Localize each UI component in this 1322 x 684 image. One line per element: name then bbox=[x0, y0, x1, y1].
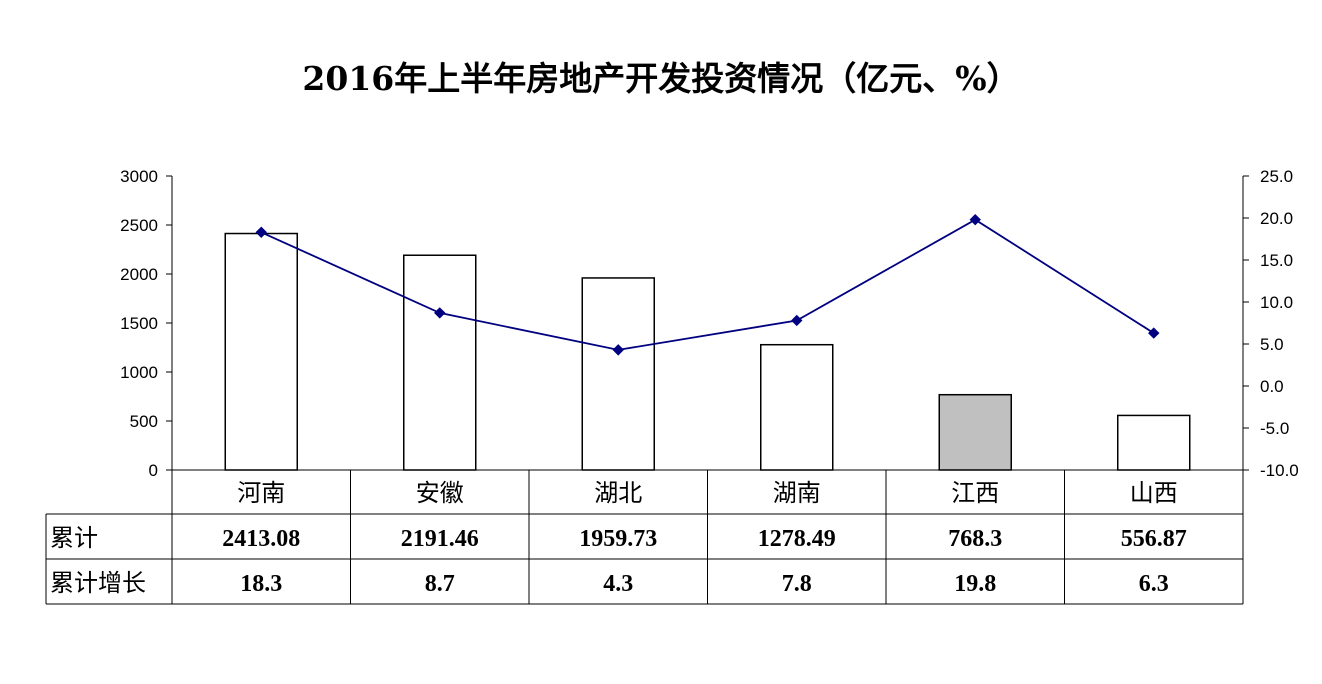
table-cell: 2413.08 bbox=[222, 526, 300, 552]
bar bbox=[1117, 414, 1191, 471]
right-tick-label: 0.0 bbox=[1260, 377, 1284, 396]
right-tick-label: -5.0 bbox=[1260, 419, 1289, 438]
table-cell: 1278.49 bbox=[758, 526, 836, 552]
left-tick-label: 0 bbox=[149, 461, 158, 480]
line-point bbox=[1148, 327, 1160, 339]
left-axis: 0 500 1000 1500 2000 2500 3000 bbox=[120, 167, 173, 480]
right-axis: -10.0 -5.0 0.0 5.0 10.0 15.0 20.0 25.0 bbox=[1242, 167, 1299, 480]
left-tick-label: 1000 bbox=[120, 363, 158, 382]
line-point bbox=[255, 226, 267, 238]
table-cell: 2191.46 bbox=[401, 526, 479, 552]
right-tick-label: 5.0 bbox=[1260, 335, 1284, 354]
table-cell: 19.8 bbox=[954, 571, 996, 597]
table-row-header: 累计增长 bbox=[50, 569, 146, 597]
line-series bbox=[255, 213, 1160, 356]
bar bbox=[760, 343, 834, 471]
right-tick-label: 20.0 bbox=[1260, 209, 1293, 228]
growth-line bbox=[260, 218, 1155, 351]
line-point bbox=[434, 307, 446, 319]
bar bbox=[581, 277, 655, 471]
bar bbox=[224, 232, 298, 471]
table-cell: 768.3 bbox=[948, 526, 1002, 552]
category-label: 湖南 bbox=[773, 479, 821, 507]
left-tick-label: 3000 bbox=[120, 167, 158, 186]
table-cell: 7.8 bbox=[782, 571, 812, 597]
right-tick-label: 25.0 bbox=[1260, 167, 1293, 186]
category-label: 安徽 bbox=[416, 479, 464, 507]
right-tick-label: 10.0 bbox=[1260, 293, 1293, 312]
right-tick-label: -10.0 bbox=[1260, 461, 1299, 480]
table-cell: 556.87 bbox=[1121, 526, 1187, 552]
table-cell: 8.7 bbox=[425, 571, 455, 597]
line-point bbox=[791, 314, 803, 327]
line-point bbox=[969, 213, 981, 226]
chart-title: 2016年上半年房地产开发投资情况（亿元、%） bbox=[302, 59, 1020, 98]
left-tick-label: 2500 bbox=[120, 216, 158, 235]
category-label: 江西 bbox=[951, 479, 999, 507]
category-label: 河南 bbox=[237, 479, 285, 507]
line-point bbox=[612, 344, 624, 356]
bar bbox=[938, 393, 1012, 471]
table-cell: 1959.73 bbox=[579, 526, 657, 552]
bar bbox=[403, 254, 477, 471]
table-cell: 6.3 bbox=[1139, 571, 1169, 597]
left-tick-label: 2000 bbox=[120, 265, 158, 284]
category-label: 湖北 bbox=[594, 479, 642, 507]
table-cell: 18.3 bbox=[240, 571, 282, 597]
right-tick-label: 15.0 bbox=[1260, 251, 1293, 270]
left-tick-label: 1500 bbox=[120, 314, 158, 333]
category-label: 山西 bbox=[1130, 479, 1178, 507]
table-cell: 4.3 bbox=[603, 571, 633, 597]
bar-series bbox=[224, 232, 1191, 471]
left-tick-label: 500 bbox=[130, 412, 158, 431]
table-row-header: 累计 bbox=[50, 524, 98, 552]
